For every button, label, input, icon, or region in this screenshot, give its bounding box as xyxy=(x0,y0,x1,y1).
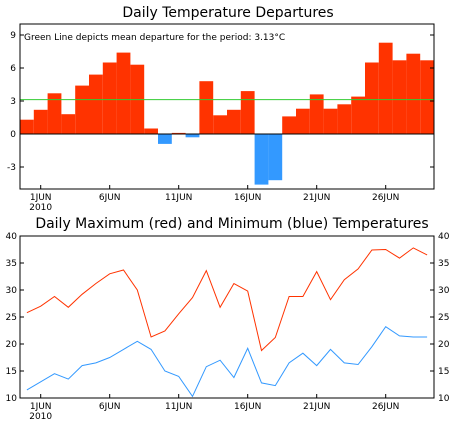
y-tick-label-left: 25 xyxy=(6,313,17,323)
min-temperature-line xyxy=(26,326,428,398)
departure-bar xyxy=(33,109,48,134)
x-tick-label: 11JUN xyxy=(165,193,192,203)
departure-bar xyxy=(171,132,186,134)
departure-bar xyxy=(406,53,421,135)
departure-bar xyxy=(392,60,407,134)
departure-bar xyxy=(61,114,76,134)
departure-bar xyxy=(213,115,227,134)
bottom-chart-y-axis-left: 10 15 20 25 30 35 40 xyxy=(6,232,24,404)
departure-bar xyxy=(296,108,310,134)
departure-bar xyxy=(89,74,103,134)
departure-bar xyxy=(282,116,296,134)
top-chart-frame xyxy=(19,23,435,190)
mean-departure-annotation: Green Line depicts mean departure for th… xyxy=(24,33,285,43)
x-tick-label: 16JUN xyxy=(234,193,261,203)
y-tick-label-left: 20 xyxy=(6,340,18,350)
top-chart-bars xyxy=(20,42,434,185)
y-tick-label-right: 35 xyxy=(438,259,449,269)
y-tick-label: 9 xyxy=(10,31,16,41)
x-tick-label: 21JUN xyxy=(303,402,330,412)
y-tick-label-right: 20 xyxy=(438,340,450,350)
departure-bar xyxy=(185,134,200,138)
departure-bar xyxy=(75,85,89,134)
x-tick-label: 6JUN xyxy=(99,402,121,412)
x-tick-label: 26JUN xyxy=(372,193,399,203)
y-tick-label: 3 xyxy=(10,97,16,107)
y-tick-label-right: 40 xyxy=(438,232,450,242)
x-tick-label: 16JUN xyxy=(234,402,261,412)
top-chart-title: Daily Temperature Departures xyxy=(122,5,333,21)
y-tick-label-right: 10 xyxy=(438,394,450,404)
top-chart-x-axis: 1JUN 6JUN 11JUN 16JUN 21JUN 26JUN xyxy=(30,185,399,203)
departure-bar xyxy=(102,62,117,134)
y-tick-label-left: 15 xyxy=(6,367,17,377)
y-tick-label: -3 xyxy=(7,163,16,173)
departure-bar xyxy=(268,134,283,181)
departure-bar xyxy=(227,109,241,134)
departure-bar xyxy=(144,128,158,134)
x-tick-label: 1JUN xyxy=(30,402,52,412)
bottom-chart-frame xyxy=(19,235,435,399)
y-tick-label-left: 35 xyxy=(6,259,17,269)
bottom-chart-title: Daily Maximum (red) and Minimum (blue) T… xyxy=(35,216,428,232)
departure-bar xyxy=(47,93,62,134)
top-chart-year-label: 2010 xyxy=(29,203,52,213)
departure-bar xyxy=(199,81,214,134)
bottom-chart-y-axis-right: 10 15 20 25 30 35 40 xyxy=(430,232,450,404)
y-tick-label-left: 10 xyxy=(6,394,18,404)
x-tick-label: 6JUN xyxy=(99,193,121,203)
y-tick-label-right: 15 xyxy=(438,367,449,377)
x-tick-label: 1JUN xyxy=(30,193,52,203)
y-tick-label-right: 25 xyxy=(438,313,449,323)
x-tick-label: 11JUN xyxy=(165,402,192,412)
departure-bar xyxy=(351,96,365,134)
departure-bar xyxy=(420,60,434,134)
bottom-chart-year-label: 2010 xyxy=(29,412,52,422)
y-tick-label: 0 xyxy=(10,130,16,140)
y-tick-label: 6 xyxy=(10,64,16,74)
x-tick-label: 26JUN xyxy=(372,402,399,412)
departure-bar xyxy=(323,108,338,134)
y-tick-label-right: 30 xyxy=(438,286,450,296)
departure-bar xyxy=(116,52,131,134)
departure-bar xyxy=(254,134,269,185)
x-tick-label: 21JUN xyxy=(303,193,330,203)
y-tick-label-left: 30 xyxy=(6,286,18,296)
departure-bar xyxy=(309,94,324,134)
departure-bar xyxy=(378,42,393,135)
departure-bar xyxy=(20,119,34,134)
y-tick-label-left: 40 xyxy=(6,232,18,242)
departure-bar xyxy=(240,91,255,134)
top-chart-y-axis: -3 0 3 6 9 xyxy=(7,31,434,173)
max-temperature-line xyxy=(26,247,428,352)
departure-bar xyxy=(158,134,172,144)
departure-bar xyxy=(337,104,352,134)
bottom-chart-x-axis: 1JUN 6JUN 11JUN 16JUN 21JUN 26JUN xyxy=(30,394,399,412)
departure-bar xyxy=(365,62,379,134)
